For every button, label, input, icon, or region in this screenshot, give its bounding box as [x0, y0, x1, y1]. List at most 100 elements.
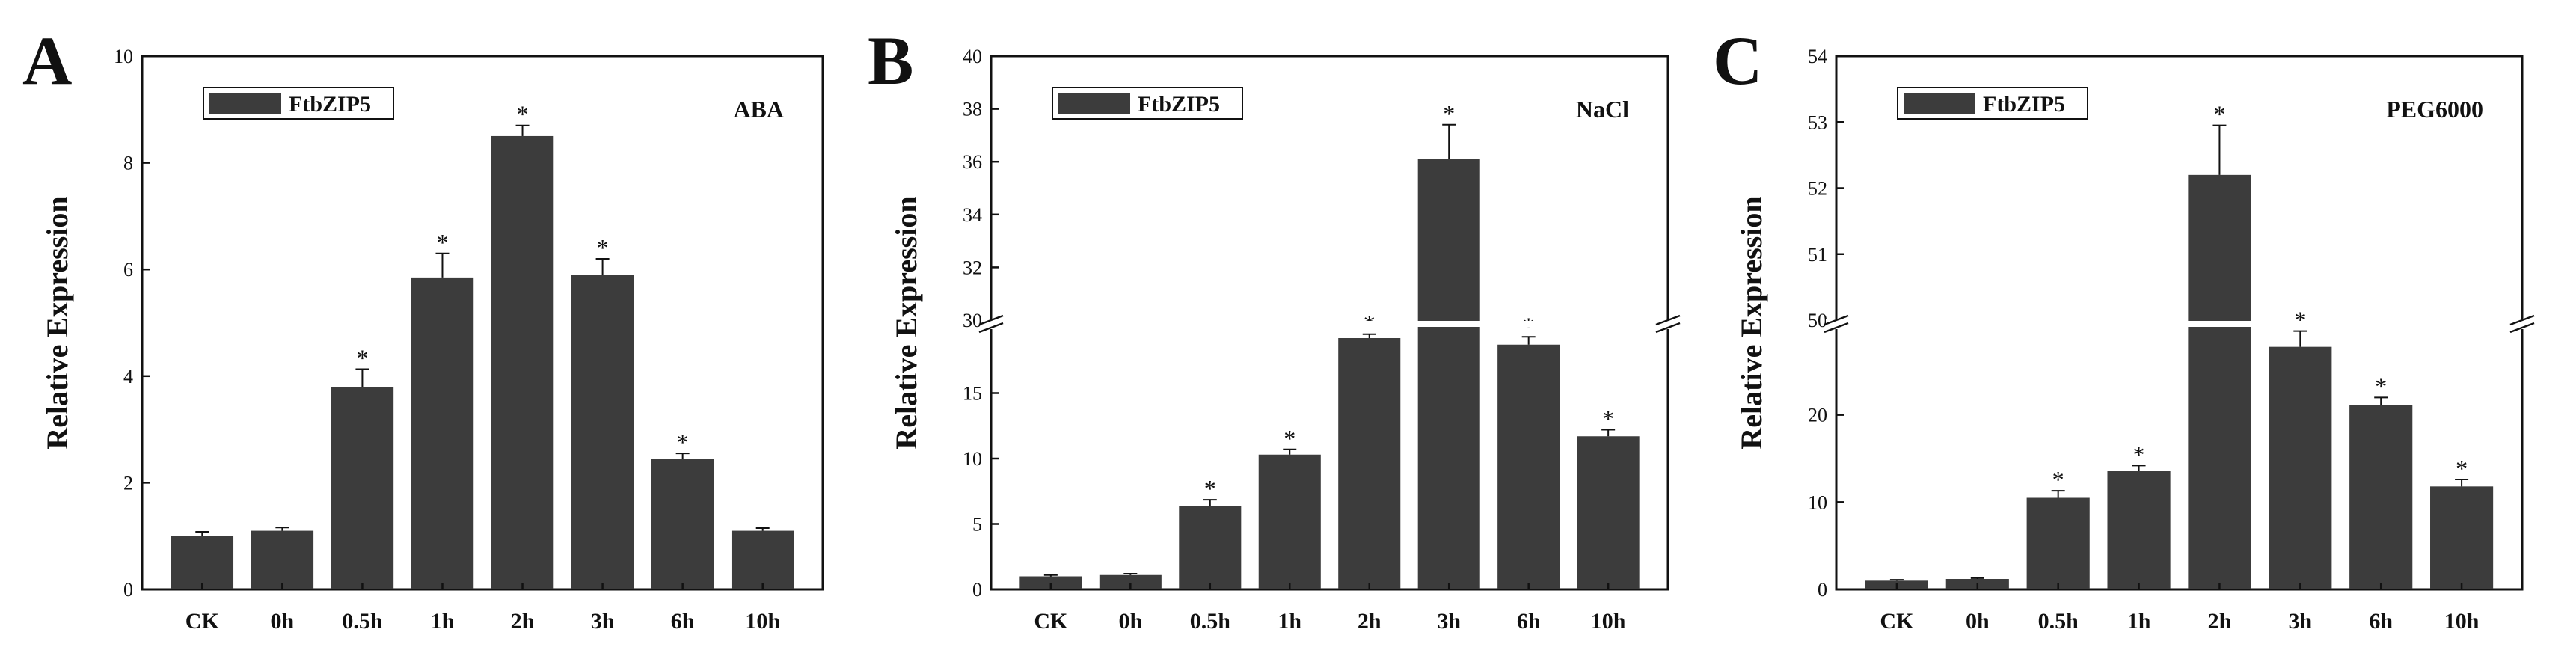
significance-star: * [677, 429, 689, 456]
bar-3h [1417, 159, 1480, 590]
y-tick-label: 15 [963, 383, 982, 405]
legend-swatch [209, 93, 281, 114]
bar-2h [1338, 338, 1401, 589]
bar-2h [491, 135, 554, 589]
x-tick-label: CK [185, 609, 220, 634]
x-tick-label: 0.5h [1190, 609, 1231, 634]
bar-10h [731, 530, 794, 589]
significance-star: * [436, 229, 448, 256]
axis-break-mark [978, 314, 1004, 326]
chart-panel-b: 051015303234363840CK0h*0.5h*1h*2h*3h*6h*… [868, 22, 1681, 634]
bar-0h [251, 530, 314, 589]
legend-box [203, 87, 394, 120]
y-tick-label: 34 [963, 204, 982, 226]
y-tick-label: 53 [1808, 111, 1827, 133]
legend-swatch [1058, 93, 1130, 114]
bar-1h [411, 277, 474, 589]
x-tick-label: 10h [1591, 609, 1626, 634]
y-axis-title: Relative Expression [40, 196, 74, 449]
significance-star: * [597, 234, 609, 261]
y-tick-label: 40 [963, 46, 982, 67]
legend-label: FtbZIP5 [1983, 92, 2065, 117]
axis-break-mark [2509, 322, 2535, 334]
legend-label: FtbZIP5 [289, 92, 371, 117]
y-tick-label: 54 [1808, 46, 1827, 67]
x-tick-label: 6h [671, 609, 695, 634]
x-tick-label: 2h [511, 609, 535, 634]
y-tick-label: 2 [123, 472, 133, 494]
y-tick-label: 0 [972, 579, 982, 601]
y-tick-label: 20 [1808, 405, 1827, 426]
x-tick-label: 0h [1966, 609, 1990, 634]
significance-star: * [1284, 425, 1295, 452]
significance-star: * [2213, 101, 2225, 128]
y-tick-label: 0 [1818, 579, 1827, 601]
bar-6h [1497, 344, 1560, 589]
significance-star: * [1443, 100, 1455, 127]
axis-break-mark [1824, 314, 1849, 326]
plot-frame [141, 55, 824, 591]
significance-star: * [517, 101, 529, 128]
y-tick-label: 50 [1808, 310, 1827, 331]
x-tick-label: 3h [591, 609, 615, 634]
x-tick-label: 10h [2444, 609, 2480, 634]
bar-6h [2349, 405, 2413, 589]
y-tick-label: 36 [963, 151, 982, 173]
y-axis-title: Relative Expression [1735, 196, 1768, 449]
axis-break-mark [1655, 314, 1681, 326]
axis-break-gap [993, 321, 1666, 327]
bar-1h [1258, 454, 1321, 589]
y-tick-label: 8 [123, 153, 133, 174]
x-tick-label: CK [1880, 609, 1914, 634]
y-tick-label: 32 [963, 257, 982, 278]
x-tick-label: 3h [1437, 609, 1461, 634]
legend-swatch [1904, 93, 1975, 114]
legend-box [1897, 87, 2088, 120]
significance-star: * [2294, 307, 2306, 334]
y-tick-label: 38 [963, 99, 982, 120]
significance-star: * [1602, 405, 1614, 432]
x-tick-label: 6h [2369, 609, 2393, 634]
axis-break-mark [1655, 322, 1681, 334]
bar-2h [2188, 174, 2251, 590]
y-tick-label: 10 [963, 448, 982, 470]
condition-label: NaCl [1576, 96, 1629, 123]
bar-10h [1577, 436, 1640, 589]
bar-CK [171, 536, 234, 589]
x-tick-label: 0.5h [342, 609, 383, 634]
x-tick-label: CK [1034, 609, 1068, 634]
condition-label: PEG6000 [2386, 96, 2483, 123]
panel-letter: A [22, 22, 72, 99]
significance-star: * [2052, 466, 2064, 493]
x-tick-label: 1h [1278, 609, 1301, 634]
chart-panel-c: 0 10 20 50 51 52 53 54 CK 0h * 0.5h * 1h * 2h * 3h * 6h * 10h… [1713, 22, 2535, 634]
y-tick-label: 51 [1808, 244, 1827, 266]
x-tick-label: 0h [1118, 609, 1142, 634]
bar-0.5h [1179, 506, 1242, 589]
panel-letter: C [1713, 22, 1762, 99]
axis-break-mark [978, 322, 1004, 334]
bar-1h [2107, 471, 2171, 589]
bar-0.5h [331, 387, 394, 589]
significance-star: * [2456, 455, 2468, 482]
y-tick-label: 5 [972, 514, 982, 536]
condition-label: ABA [733, 96, 784, 123]
panel-letter: B [868, 22, 913, 99]
significance-star: * [356, 345, 368, 372]
x-tick-label: 2h [1358, 609, 1381, 634]
bar-6h [651, 459, 714, 589]
x-tick-label: 3h [2288, 609, 2312, 634]
legend-box [1052, 87, 1243, 120]
x-tick-label: 10h [745, 609, 780, 634]
y-tick-label: 6 [123, 259, 133, 281]
bar-3h [2269, 346, 2332, 589]
axis-break-mark [1824, 322, 1849, 334]
chart-panel-a: 0 2 4 6 8 10 CK 0h * 0.5h * 1h * 2h * 3h * 6h 10h FtbZIP5 AB… [22, 22, 824, 634]
bar-3h [571, 275, 634, 589]
significance-star: * [1204, 475, 1216, 502]
x-tick-label: 1h [2127, 609, 2151, 634]
significance-star: * [2133, 441, 2145, 468]
y-tick-label: 30 [963, 310, 982, 331]
y-axis-title: Relative Expression [889, 196, 923, 449]
